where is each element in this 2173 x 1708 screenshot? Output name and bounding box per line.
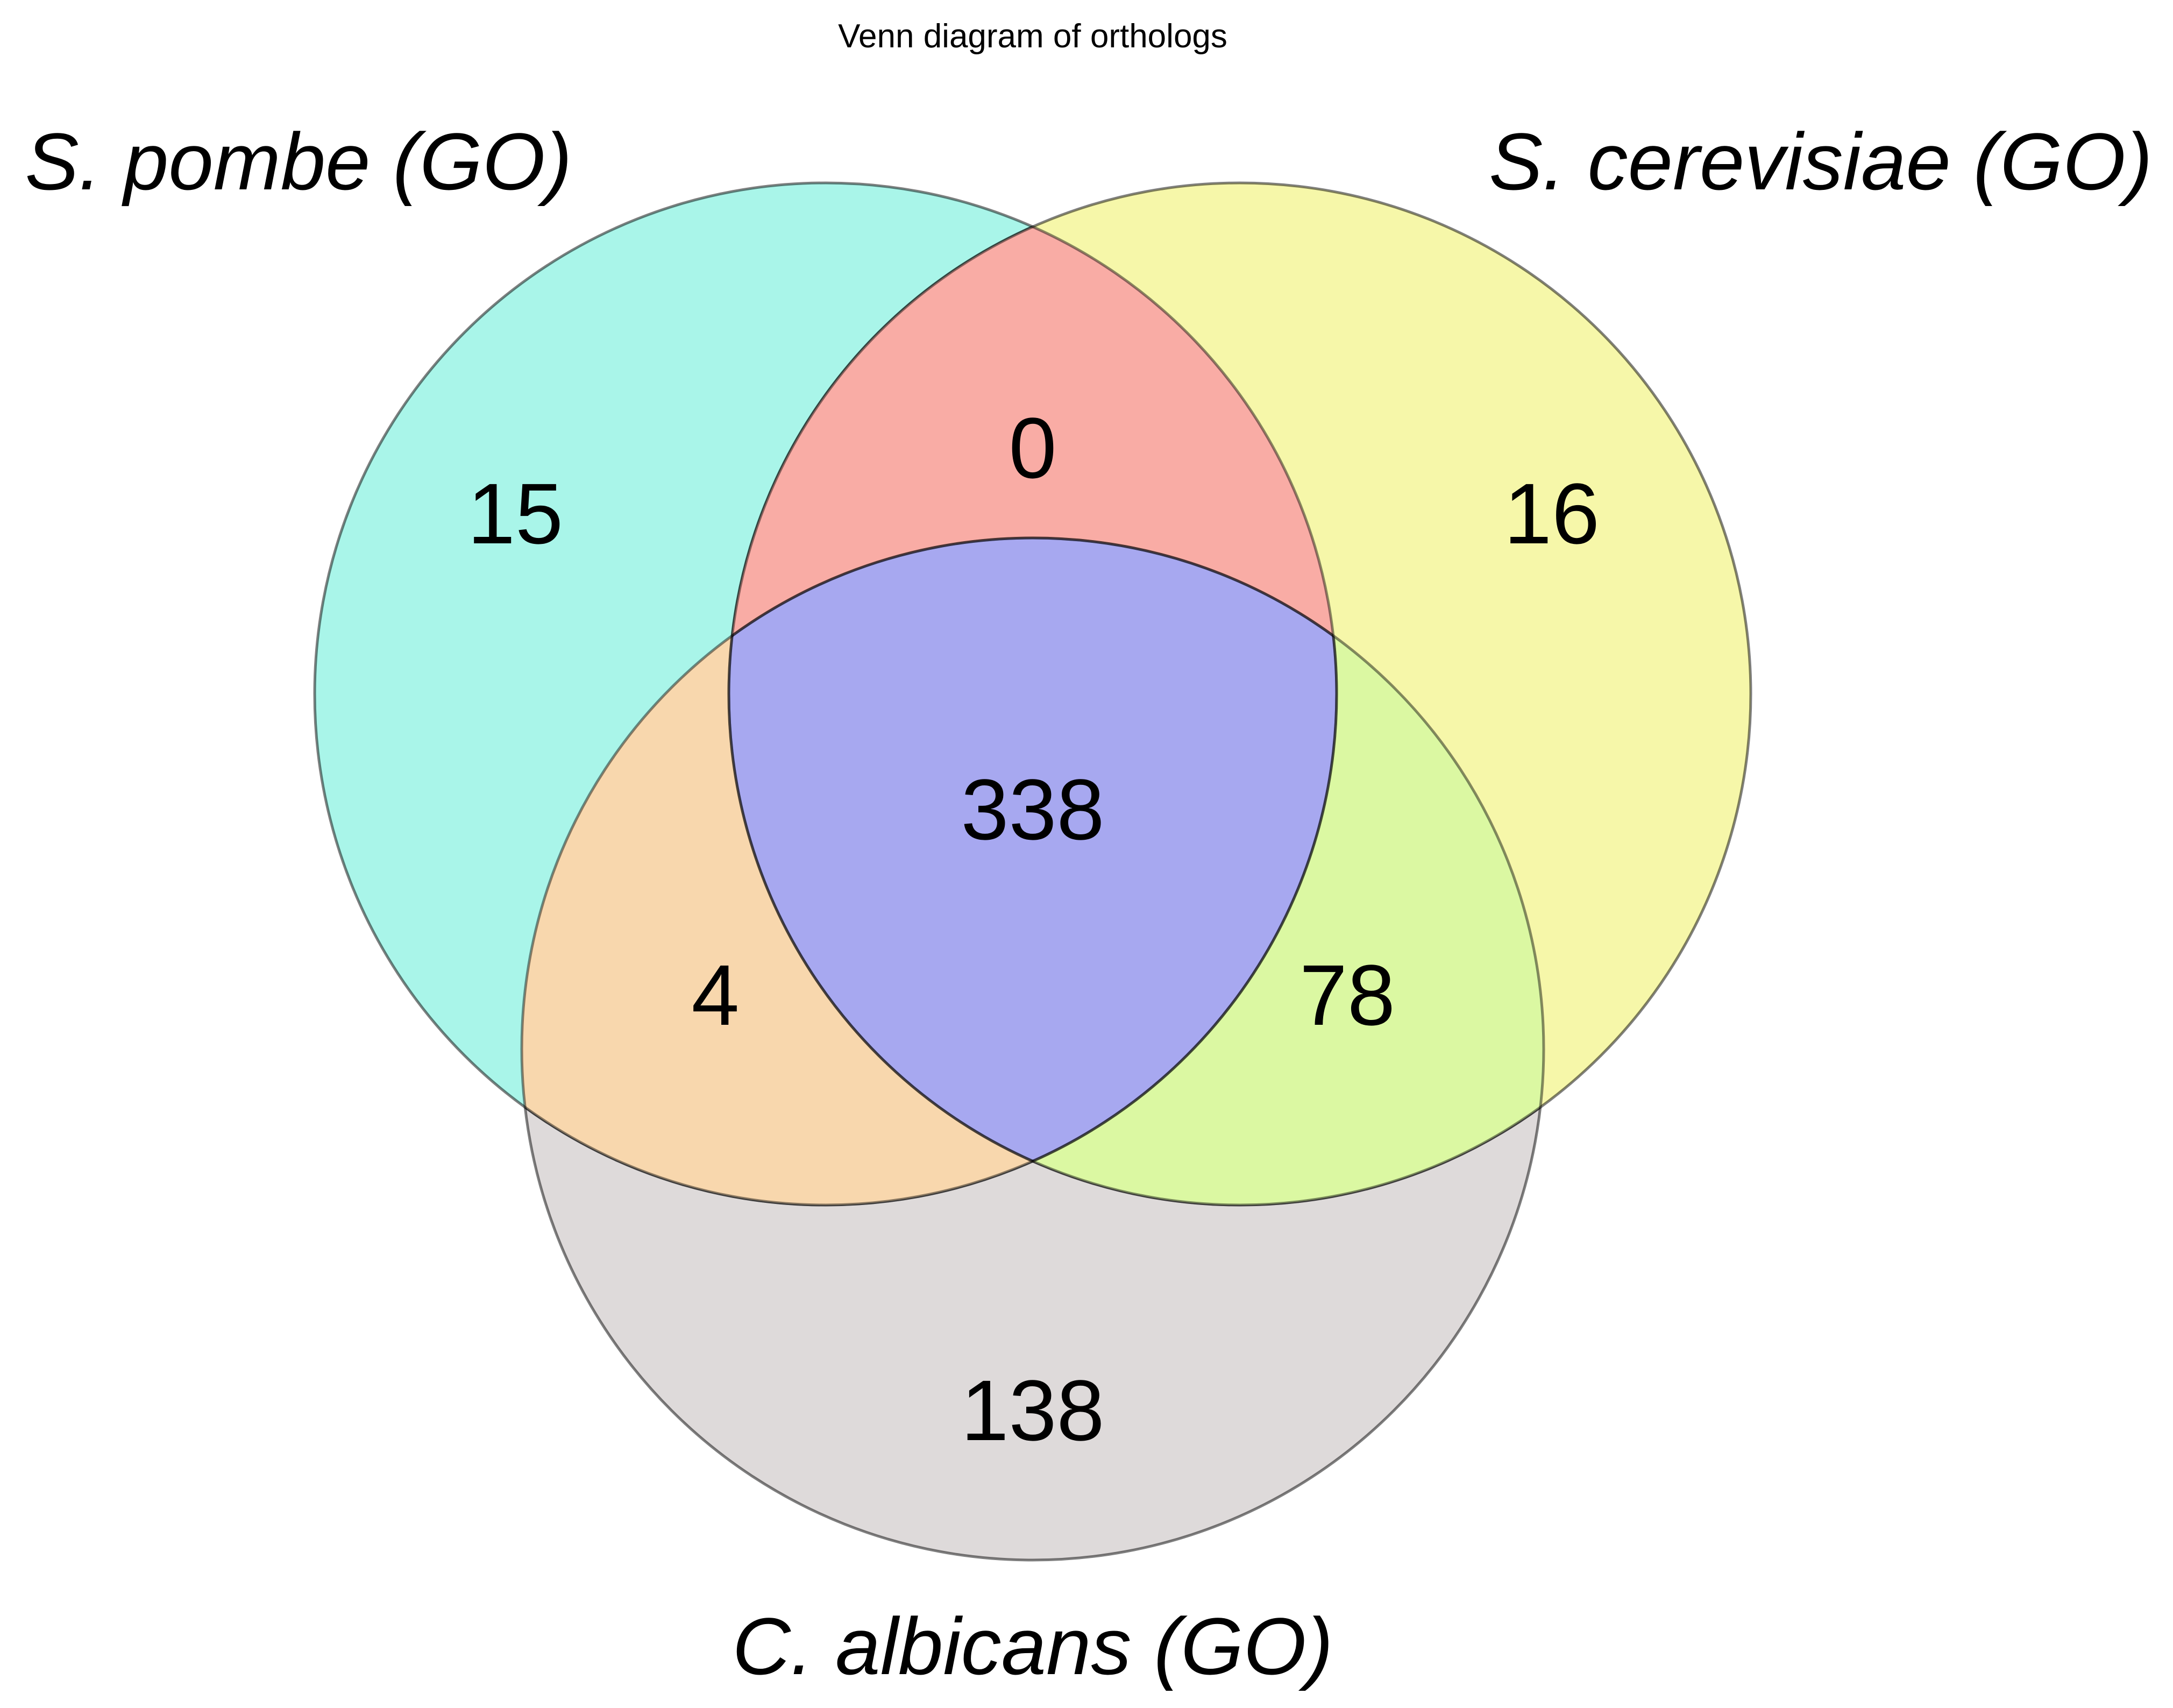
diagram-title: Venn diagram of orthologs	[838, 18, 1227, 55]
count-b-only: 16	[1504, 465, 1600, 562]
outline-b-in-c	[727, 538, 1544, 1207]
count-c-only: 138	[961, 1362, 1105, 1458]
count-a-only: 15	[467, 465, 563, 562]
outline-a-in-c	[522, 538, 1338, 1207]
outline-a-in-b	[729, 183, 1338, 1205]
outline-b-in-a	[727, 183, 1337, 1205]
count-bc-only: 78	[1299, 947, 1395, 1043]
outline-c-in-a	[520, 536, 1337, 1205]
count-ac-only: 4	[692, 947, 740, 1043]
set-label-b: S. cerevisiae (GO)	[1489, 116, 2153, 207]
outline-c-in-b	[729, 536, 1545, 1205]
count-ab-only: 0	[1009, 400, 1057, 496]
set-label-a: S. pombe (GO)	[25, 116, 572, 207]
region-abc	[729, 538, 1337, 1205]
count-abc: 338	[961, 761, 1105, 857]
set-label-c: C. albicans (GO)	[733, 1601, 1333, 1691]
